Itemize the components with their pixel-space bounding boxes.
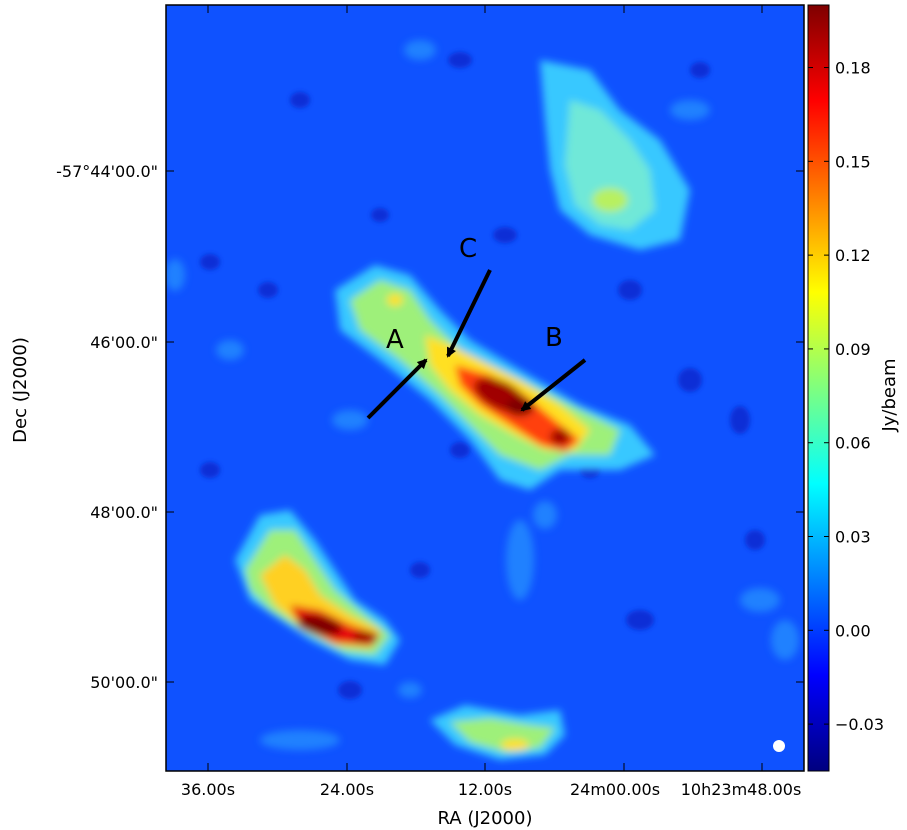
arrow-a — [366, 358, 428, 420]
y-tick-label: -57°44'00.0" — [56, 162, 158, 181]
colorbar-tick-label: 0.18 — [835, 59, 871, 78]
colorbar-tick-label: 0.03 — [835, 528, 871, 547]
y-tick-label: 48'00.0" — [90, 503, 158, 522]
cloud-upper-right — [540, 60, 690, 250]
colorbar-tick-label: −0.03 — [835, 715, 884, 734]
colorbar-tick-label: 0.06 — [835, 434, 871, 453]
noise-lows — [200, 52, 765, 699]
y-tick-marks — [166, 170, 804, 683]
annotations: A B C — [366, 234, 587, 420]
colorbar-tick-label: 0.00 — [835, 621, 871, 640]
x-tick-label: 24.00s — [320, 780, 374, 799]
x-axis-title: RA (J2000) — [438, 808, 533, 829]
colorbar-title: Jy/beam — [879, 358, 900, 432]
image-panel — [166, 5, 804, 771]
colorbar-tick-label: 0.09 — [835, 340, 871, 359]
x-tick-marks — [207, 5, 763, 771]
faint-emission — [166, 40, 799, 750]
y-tick-label: 50'00.0" — [90, 673, 158, 692]
y-axis-title: Dec (J2000) — [10, 337, 31, 443]
arrow-c — [446, 269, 492, 358]
colorbar-gradient — [807, 4, 830, 772]
x-tick-label: 12.00s — [458, 780, 512, 799]
annotation-b: B — [545, 323, 563, 353]
cloud-bottom — [430, 705, 565, 760]
colorbar-tick-label: 0.12 — [835, 246, 871, 265]
arrow-b — [520, 358, 587, 412]
y-tick-label: 46'00.0" — [90, 333, 158, 352]
annotation-a: A — [386, 325, 404, 355]
cloud-lower-left — [235, 510, 400, 665]
annotation-c: C — [459, 234, 477, 264]
x-axis: 36.00s 24.00s 12.00s 24m00.00s 10h23m48.… — [181, 5, 801, 829]
y-axis: -57°44'00.0" 46'00.0" 48'00.0" 50'00.0" … — [10, 162, 804, 692]
colorbar-ticks: 0.18 0.15 0.12 0.09 0.06 0.03 0.00 −0.03 — [808, 59, 884, 734]
colorbar: 0.18 0.15 0.12 0.09 0.06 0.03 0.00 −0.03 Jy/bea… — [807, 4, 900, 772]
x-tick-label: 24m00.00s — [570, 780, 660, 799]
colorbar-tick-label: 0.15 — [835, 152, 871, 171]
cloud-central — [335, 265, 655, 490]
x-tick-label: 10h23m48.00s — [681, 780, 802, 799]
beam-marker — [773, 740, 785, 752]
x-tick-label: 36.00s — [181, 780, 235, 799]
